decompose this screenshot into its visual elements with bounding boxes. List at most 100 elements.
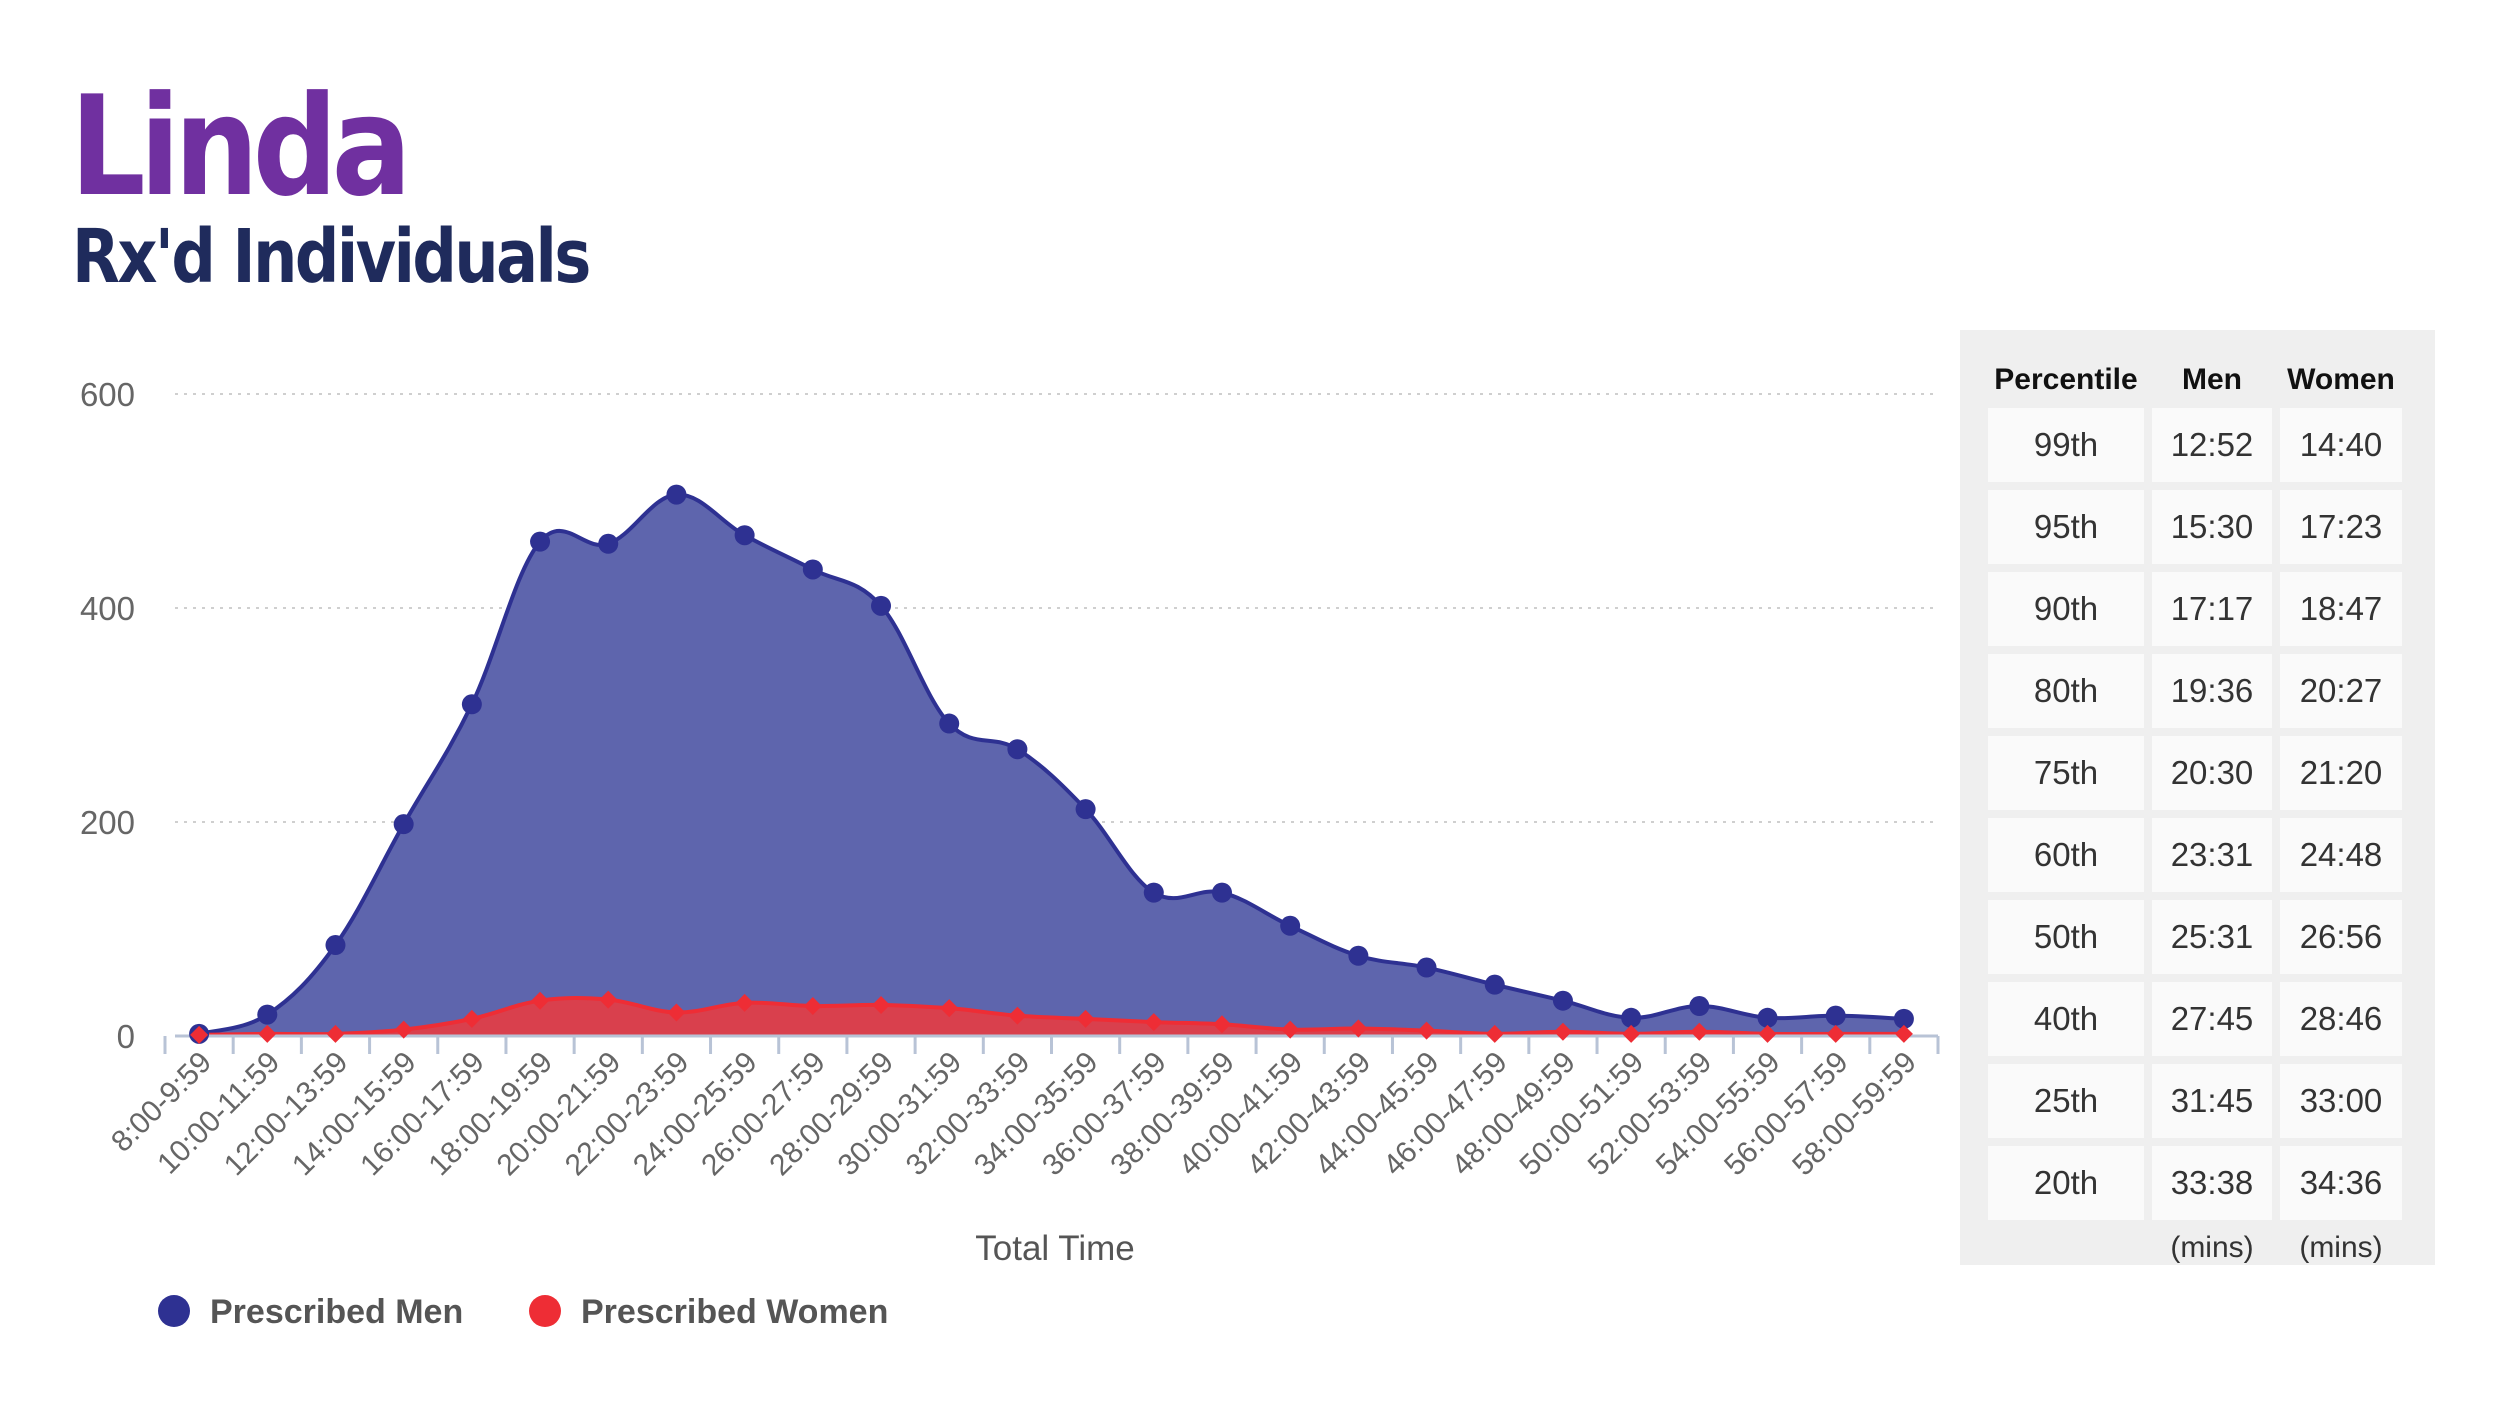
- women-time-cell: 17:23: [2280, 490, 2402, 564]
- data-point-men[interactable]: [461, 694, 482, 715]
- y-tick-label: 0: [117, 1018, 135, 1055]
- data-point-men[interactable]: [1007, 739, 1028, 760]
- men-time-cell: 31:45: [2152, 1064, 2272, 1138]
- data-point-women[interactable]: [1281, 1020, 1300, 1039]
- percentile-cell: 99th: [1988, 408, 2144, 482]
- page-subtitle: Rx'd Individuals: [72, 214, 591, 300]
- data-point-men[interactable]: [1689, 996, 1710, 1017]
- legend-marker-women[interactable]: [529, 1295, 561, 1327]
- percentile-cell: 75th: [1988, 736, 2144, 810]
- y-tick-label: 200: [80, 804, 135, 841]
- men-time-cell: 27:45: [2152, 982, 2272, 1056]
- data-point-men[interactable]: [1621, 1007, 1642, 1028]
- data-point-men[interactable]: [734, 525, 755, 546]
- men-time-cell: 12:52: [2152, 408, 2272, 482]
- data-point-women[interactable]: [872, 995, 891, 1014]
- data-point-men[interactable]: [1893, 1008, 1914, 1029]
- legend-label-men[interactable]: Prescribed Men: [210, 1293, 463, 1331]
- women-time-cell: 33:00: [2280, 1064, 2402, 1138]
- data-point-men[interactable]: [666, 484, 687, 505]
- men-time-cell: 20:30: [2152, 736, 2272, 810]
- y-tick-label: 400: [80, 590, 135, 627]
- data-point-men[interactable]: [393, 814, 414, 835]
- data-point-women[interactable]: [940, 999, 959, 1018]
- data-point-men[interactable]: [1348, 945, 1369, 966]
- women-time-cell: 20:27: [2280, 654, 2402, 728]
- percentile-cell: 20th: [1988, 1146, 2144, 1220]
- women-time-cell: 14:40: [2280, 408, 2402, 482]
- data-point-men[interactable]: [871, 595, 892, 616]
- data-point-women[interactable]: [1622, 1024, 1641, 1043]
- data-point-men[interactable]: [1484, 974, 1505, 995]
- percentile-cell: 40th: [1988, 982, 2144, 1056]
- header-percentile: Percentile: [1994, 363, 2138, 396]
- data-point-women[interactable]: [1417, 1021, 1436, 1040]
- data-point-men[interactable]: [325, 935, 346, 956]
- page-title: Linda: [70, 66, 412, 227]
- data-point-women[interactable]: [1076, 1009, 1095, 1028]
- data-point-men[interactable]: [530, 531, 551, 552]
- women-time-cell: 21:20: [2280, 736, 2402, 810]
- legend-marker-men[interactable]: [158, 1295, 190, 1327]
- distribution-area-chart: 02004006008:00-9:5910:00-11:5912:00-13:5…: [80, 376, 1940, 1331]
- percentile-cell: 50th: [1988, 900, 2144, 974]
- data-point-men[interactable]: [1757, 1007, 1778, 1028]
- header-men: Men: [2182, 363, 2242, 396]
- legend[interactable]: Prescribed Men Prescribed Women: [158, 1293, 888, 1331]
- data-point-women[interactable]: [1008, 1006, 1027, 1025]
- data-point-men[interactable]: [1075, 799, 1096, 820]
- data-point-women[interactable]: [1485, 1024, 1504, 1043]
- women-time-cell: 34:36: [2280, 1146, 2402, 1220]
- data-point-men[interactable]: [802, 559, 823, 580]
- data-point-women[interactable]: [1758, 1024, 1777, 1043]
- percentile-cell: 60th: [1988, 818, 2144, 892]
- y-tick-label: 600: [80, 376, 135, 413]
- men-time-cell: 19:36: [2152, 654, 2272, 728]
- women-time-cell: 24:48: [2280, 818, 2402, 892]
- data-point-women[interactable]: [190, 1025, 209, 1044]
- data-point-women[interactable]: [1894, 1024, 1913, 1043]
- data-point-women[interactable]: [462, 1009, 481, 1028]
- area-fill-women: [199, 998, 1904, 1036]
- data-point-women[interactable]: [531, 991, 550, 1010]
- data-point-women[interactable]: [1349, 1019, 1368, 1038]
- men-time-cell: 15:30: [2152, 490, 2272, 564]
- men-time-cell: 17:17: [2152, 572, 2272, 646]
- data-point-men[interactable]: [1552, 990, 1573, 1011]
- data-point-women[interactable]: [1212, 1015, 1231, 1034]
- data-point-women[interactable]: [394, 1020, 413, 1039]
- data-point-women[interactable]: [803, 997, 822, 1016]
- unit-label: (mins): [2170, 1231, 2254, 1264]
- men-time-cell: 25:31: [2152, 900, 2272, 974]
- data-point-women[interactable]: [599, 990, 618, 1009]
- data-point-women[interactable]: [1826, 1024, 1845, 1043]
- series-areas: [198, 492, 1904, 1037]
- gridlines: [175, 393, 1938, 823]
- men-time-cell: 33:38: [2152, 1146, 2272, 1220]
- data-point-men[interactable]: [1280, 915, 1301, 936]
- x-axis-title: Total Time: [975, 1229, 1135, 1268]
- unit-label: (mins): [2299, 1231, 2383, 1264]
- data-point-women[interactable]: [1144, 1013, 1163, 1032]
- percentile-cell: 90th: [1988, 572, 2144, 646]
- header-women: Women: [2287, 363, 2395, 396]
- data-point-men[interactable]: [1416, 957, 1437, 978]
- data-point-women[interactable]: [1553, 1022, 1572, 1041]
- data-point-men[interactable]: [1211, 882, 1232, 903]
- percentile-cell: 80th: [1988, 654, 2144, 728]
- percentile-cell: 25th: [1988, 1064, 2144, 1138]
- data-point-women[interactable]: [326, 1024, 345, 1043]
- series-markers: [189, 484, 1914, 1044]
- data-point-women[interactable]: [258, 1024, 277, 1043]
- data-point-men[interactable]: [598, 533, 619, 554]
- data-point-men[interactable]: [1825, 1005, 1846, 1026]
- data-point-women[interactable]: [667, 1003, 686, 1022]
- data-point-women[interactable]: [1690, 1022, 1709, 1041]
- data-point-men[interactable]: [257, 1004, 278, 1025]
- area-fill-men: [199, 494, 1904, 1036]
- legend-label-women[interactable]: Prescribed Women: [581, 1293, 888, 1331]
- data-point-women[interactable]: [735, 993, 754, 1012]
- data-point-men[interactable]: [939, 713, 960, 734]
- data-point-men[interactable]: [1143, 882, 1164, 903]
- women-time-cell: 26:56: [2280, 900, 2402, 974]
